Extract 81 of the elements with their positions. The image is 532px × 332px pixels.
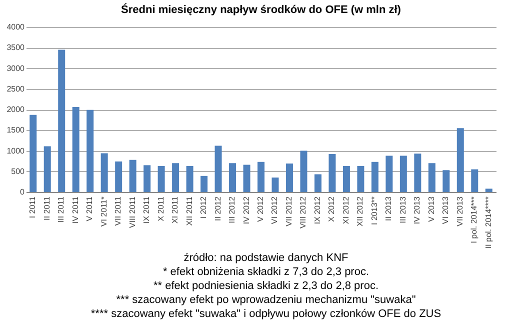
x-tick-label: VII 2011 — [114, 196, 123, 226]
bar — [158, 166, 165, 192]
bar — [300, 150, 308, 192]
bar — [258, 162, 264, 192]
x-tick-label: II 2011 — [42, 196, 52, 220]
bar — [328, 154, 336, 192]
bar — [100, 153, 108, 192]
bar — [286, 164, 293, 192]
x-tick-label: III 2011 — [56, 196, 66, 223]
x-tick-label: X 2011 — [156, 196, 166, 222]
text: *** szacowany efekt po wprowadzeniu mechanizmu "suwaka" — [115, 293, 417, 307]
y-tick-label: 3500 — [6, 43, 26, 52]
x-tick-label: I 2011 — [28, 196, 38, 218]
y-tick-label: 2500 — [6, 84, 26, 94]
bar — [30, 114, 37, 192]
x-tick-label: XII 2012 — [356, 196, 365, 226]
y-tick-label: 1500 — [6, 126, 26, 135]
x-tick-label: VIII 2012 — [298, 196, 308, 229]
bar — [243, 164, 250, 192]
bar — [442, 170, 450, 192]
x-tick-label: II pol. 2014**** — [484, 196, 493, 249]
bar — [428, 163, 436, 192]
bar — [386, 156, 393, 192]
bar — [456, 128, 464, 192]
bar — [86, 110, 94, 192]
bar — [129, 160, 136, 192]
bar — [371, 162, 378, 192]
x-tick-label: XI 2011 — [170, 196, 180, 224]
bar — [485, 188, 492, 192]
y-tick-label: 0 — [20, 188, 26, 196]
text: **** szacowany efekt "suwaka" i odpływu połowy członków OFE do ZUS — [90, 307, 442, 321]
bar — [414, 154, 422, 192]
x-tick-label: IV 2011 — [70, 196, 80, 224]
bar — [214, 146, 222, 192]
x-tick-label: IV 2013 — [412, 196, 422, 224]
bar — [314, 174, 322, 192]
bar — [357, 166, 364, 192]
x-tick-label: IV 2012 — [242, 196, 251, 224]
text: ** efekt podniesienia składki z 2,3 do 2,8 proc. — [152, 279, 380, 293]
x-tick-label: V 2012 — [256, 196, 265, 222]
y-tick-label: 1000 — [6, 146, 26, 156]
x-tick-label: VIII 2011 — [128, 196, 137, 228]
bar — [471, 169, 478, 192]
x-tick-label: VII 2012 — [284, 196, 294, 226]
bar — [144, 165, 151, 192]
x-tick-label: I 2013** — [370, 196, 379, 225]
x-tick-label: XII 2011 — [184, 196, 194, 226]
x-tick-label: X 2012 — [327, 196, 336, 222]
bar — [272, 178, 279, 192]
chart-title: Średni miesięczny napływ środków do OFE (w mln zł) — [121, 3, 402, 16]
x-tick-label: II 2013 — [384, 196, 394, 221]
text: * efekt obniżenia składki z 7,3 do 2,3 proc. — [162, 265, 370, 279]
x-tick-label: IX 2012 — [312, 196, 322, 224]
bar — [400, 156, 407, 192]
bar — [58, 50, 66, 192]
x-tick-label: I 2012 — [199, 196, 208, 219]
bar — [44, 146, 51, 192]
x-tick-label: II 2012 — [213, 196, 222, 221]
x-tick-label: XI 2012 — [341, 196, 350, 224]
text: źródło: na podstawie danych KNF — [182, 251, 350, 265]
bar — [342, 166, 350, 192]
x-tick-label: III 2012 — [228, 196, 237, 224]
y-tick-label: 3000 — [6, 64, 26, 73]
x-tick-label: VI 2012 — [270, 196, 280, 224]
x-tick-label: VI 2013 — [441, 196, 450, 224]
y-tick-label: 2000 — [6, 105, 26, 114]
bar — [72, 107, 80, 192]
bar — [229, 163, 236, 192]
x-tick-label: V 2011 — [85, 196, 94, 222]
x-tick-label: V 2013 — [426, 196, 436, 222]
bar — [172, 163, 180, 192]
bar — [200, 176, 208, 192]
y-tick-label: 500 — [11, 166, 26, 176]
x-tick-label: I pol. 2014*** — [470, 196, 479, 244]
x-tick-label: IX 2011 — [142, 196, 152, 224]
x-tick-label: VII 2013 — [455, 196, 464, 226]
x-tick-label: III 2013 — [398, 196, 408, 224]
bar — [115, 161, 122, 192]
x-tick-label: VI 2011* — [99, 196, 108, 227]
y-tick-label: 4000 — [6, 22, 26, 32]
bar — [186, 166, 194, 192]
